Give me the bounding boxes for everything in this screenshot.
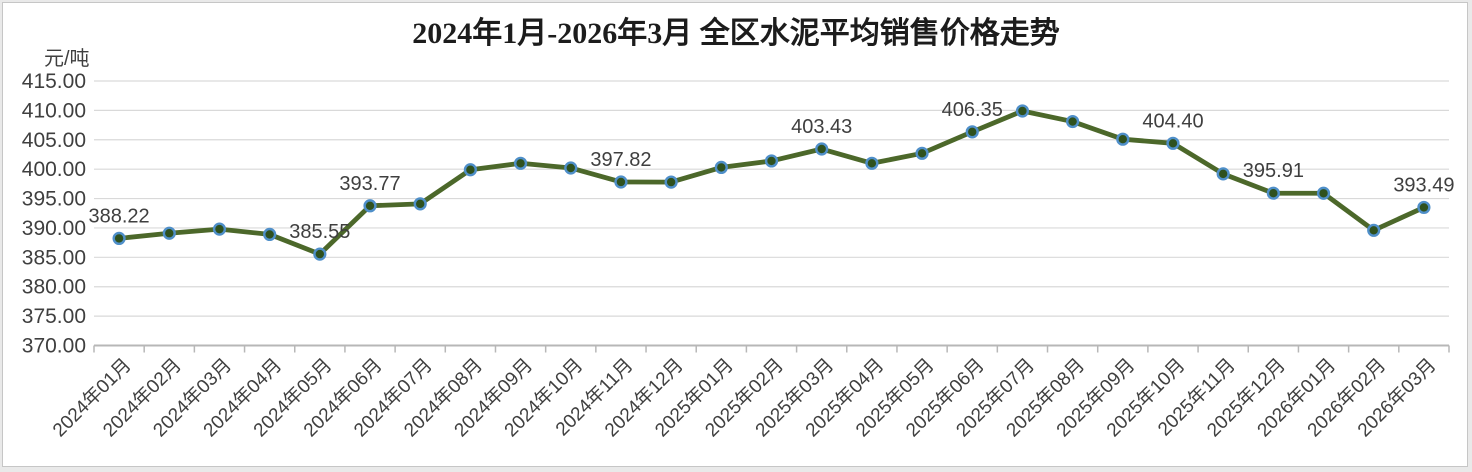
data-point-label: 403.43 [791,116,852,138]
data-point-marker [413,197,427,211]
y-axis-tick-label: 375.00 [22,305,86,328]
data-point-marker [313,247,327,261]
y-axis-tick-label: 395.00 [22,188,86,211]
data-point-marker [915,146,929,160]
data-point-label: 388.22 [89,205,150,227]
data-point-label: 385.55 [289,221,350,243]
y-axis-tick-label: 385.00 [22,246,86,269]
y-axis-tick-label: 400.00 [22,158,86,181]
data-point-marker [865,156,879,170]
y-axis-tick-label: 415.00 [22,70,86,93]
data-point-marker [564,161,578,175]
y-axis-tick-label: 370.00 [22,335,86,358]
data-point-label: 395.91 [1243,160,1304,182]
y-axis-tick-label: 390.00 [22,217,86,240]
data-point-marker [1367,223,1381,237]
data-point-marker [664,175,678,189]
data-point-label: 406.35 [942,99,1003,121]
data-point-marker [513,156,528,170]
data-point-marker [614,175,628,189]
data-point-marker [162,226,176,240]
y-axis-tick-label: 380.00 [22,276,86,299]
data-point-marker [714,160,728,175]
chart-title: 2024年1月-2026年3月 全区水泥平均销售价格走势 [412,17,1060,50]
y-axis-unit-label: 元/吨 [44,48,90,70]
data-point-marker [1116,132,1130,146]
data-point-marker [1015,104,1030,118]
data-point-marker [212,222,227,236]
data-point-marker [1066,114,1080,129]
data-point-marker [965,125,979,139]
data-point-label: 397.82 [590,149,651,171]
data-point-marker [112,231,126,246]
y-axis-tick-label: 410.00 [22,99,86,122]
data-point-marker [764,154,779,168]
data-point-label: 404.40 [1142,110,1203,132]
data-point-marker [1316,186,1331,200]
data-point-marker [815,142,829,156]
data-point-label: 393.49 [1393,174,1454,196]
data-point-marker [1166,136,1180,150]
data-point-label: 393.77 [339,173,400,195]
y-axis-tick-label: 405.00 [22,129,86,152]
data-point-marker [363,199,377,213]
data-point-marker [263,227,277,242]
data-point-marker [1266,186,1280,200]
data-point-marker [463,163,477,177]
data-point-marker [1417,200,1431,215]
data-point-marker [1216,167,1230,181]
